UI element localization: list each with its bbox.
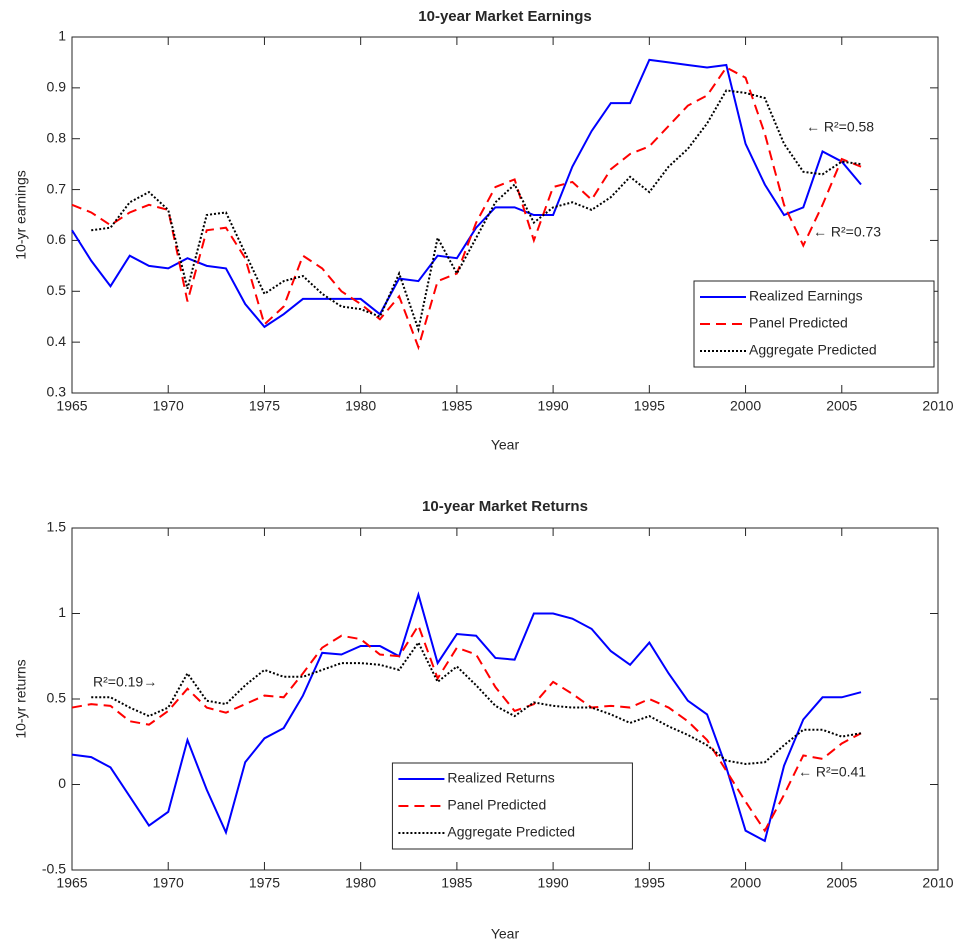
series-line xyxy=(71,58,862,329)
x-tick-label: 2010 xyxy=(922,875,953,891)
series-line xyxy=(91,640,862,765)
annotation: R²=0.19→ xyxy=(93,674,157,690)
x-tick-label: 1975 xyxy=(249,875,280,891)
series-line xyxy=(71,66,862,351)
chart-title: 10-year Market Earnings xyxy=(418,8,591,25)
y-tick-label: 1 xyxy=(58,604,66,620)
legend-label: Aggregate Predicted xyxy=(749,342,877,358)
y-axis-label: 10-yr returns xyxy=(13,659,29,738)
x-tick-label: 1980 xyxy=(345,875,376,891)
x-tick-label: 1970 xyxy=(153,398,184,414)
y-tick-label: 0 xyxy=(58,775,66,791)
legend: Realized Returns Panel Predicted Aggregate… xyxy=(391,762,633,850)
series-line xyxy=(71,623,862,833)
legend-label: Realized Earnings xyxy=(749,288,863,304)
y-tick-label: -0.5 xyxy=(42,861,66,877)
y-tick-label: 0.5 xyxy=(47,282,67,298)
x-tick-label: 2005 xyxy=(826,875,857,891)
y-tick-label: 0.4 xyxy=(47,333,67,349)
x-tick-label: 1995 xyxy=(634,398,665,414)
x-tick-label: 2005 xyxy=(826,398,857,414)
legend: Realized Earnings Panel Predicted Aggregat… xyxy=(693,280,935,368)
chart-title: 10-year Market Returns xyxy=(422,498,588,515)
annotation: ← R²=0.41 xyxy=(798,764,866,780)
x-tick-label: 1980 xyxy=(345,398,376,414)
x-tick-label: 2000 xyxy=(730,875,761,891)
annotation: ← R²=0.73 xyxy=(813,224,881,240)
legend-label: Aggregate Predicted xyxy=(447,824,575,840)
legend-label: Realized Returns xyxy=(447,770,554,786)
y-tick-label: 1.5 xyxy=(47,519,67,535)
x-tick-label: 1965 xyxy=(56,875,87,891)
legend-label: Panel Predicted xyxy=(447,797,546,813)
x-tick-label: 1990 xyxy=(538,398,569,414)
y-tick-label: 0.7 xyxy=(47,180,67,196)
y-tick-label: 0.9 xyxy=(47,79,67,95)
y-tick-label: 0.5 xyxy=(47,690,67,706)
x-tick-label: 1985 xyxy=(441,398,472,414)
x-tick-label: 1995 xyxy=(634,875,665,891)
x-tick-label: 1985 xyxy=(441,875,472,891)
x-tick-label: 1990 xyxy=(538,875,569,891)
x-tick-label: 1970 xyxy=(153,875,184,891)
x-tick-label: 2000 xyxy=(730,398,761,414)
x-axis-label: Year xyxy=(491,437,520,453)
y-tick-label: 1 xyxy=(58,28,66,44)
annotation: ← R²=0.58 xyxy=(806,119,874,135)
y-axis-label: 10-yr earnings xyxy=(13,170,29,260)
y-tick-label: 0.3 xyxy=(47,384,67,400)
legend-label: Panel Predicted xyxy=(749,315,848,331)
x-tick-label: 1965 xyxy=(56,398,87,414)
x-tick-label: 2010 xyxy=(922,398,953,414)
y-tick-label: 0.8 xyxy=(47,129,67,145)
x-tick-label: 1975 xyxy=(249,398,280,414)
y-tick-label: 0.6 xyxy=(47,231,67,247)
x-axis-label: Year xyxy=(491,926,520,942)
series-line xyxy=(91,89,862,334)
series-line xyxy=(71,591,862,843)
